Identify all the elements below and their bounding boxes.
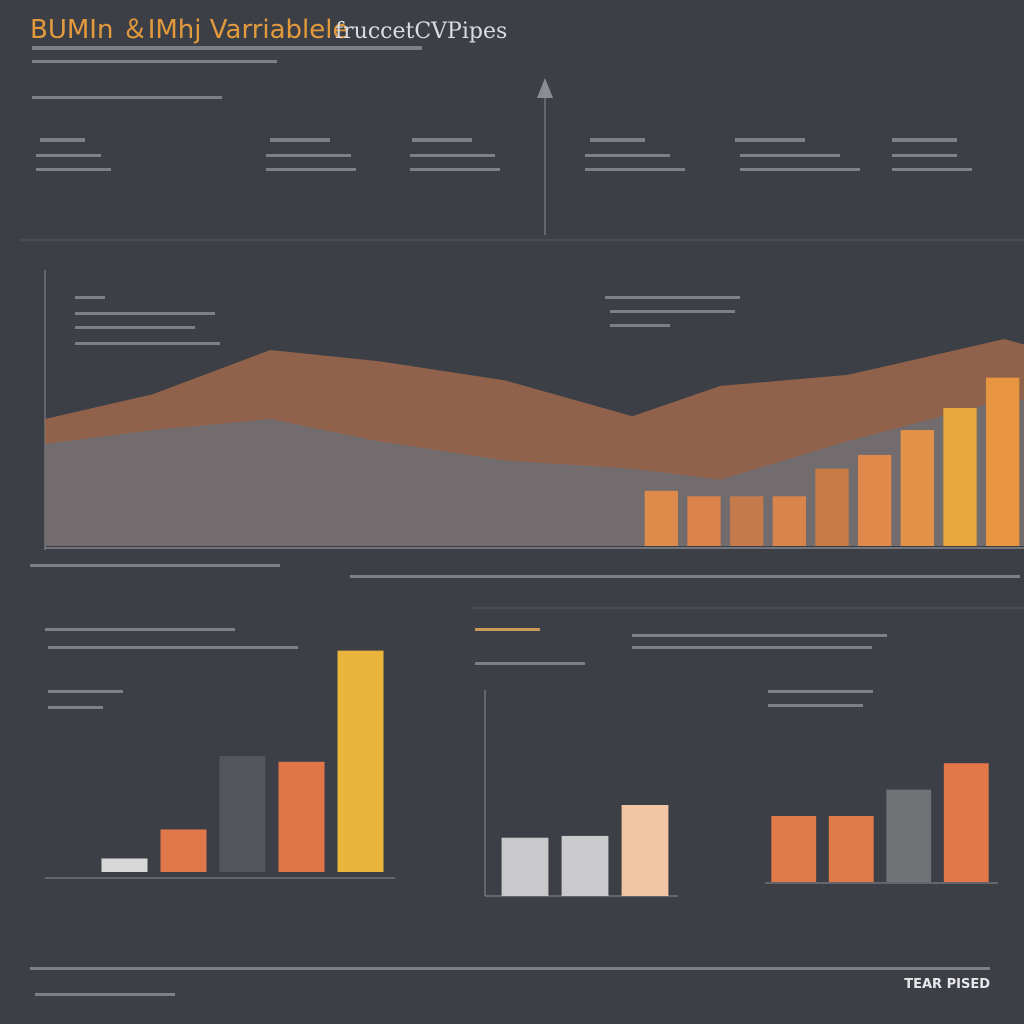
text-line [605,296,740,299]
bar [858,454,892,546]
text-line [266,168,356,171]
text-line [30,564,280,567]
text-line [48,690,123,693]
bar [815,468,849,546]
text-line [75,342,220,345]
text-line [585,168,685,171]
text-line [40,138,85,142]
text-line [32,60,277,63]
text-line [48,706,103,709]
text-line [735,138,805,142]
bar [278,761,325,872]
text-line [410,168,500,171]
title-sub: fruccetCVPipes [335,19,507,44]
footer-brand: TEAR PISED [904,977,990,992]
text-line [610,324,670,327]
bar [101,858,148,872]
text-line [632,646,872,649]
text-line [768,704,863,707]
text-line [892,168,972,171]
bar [621,805,669,896]
text-line [632,634,887,637]
text-line [410,154,495,157]
bar [561,835,609,896]
text-line [270,138,330,142]
text-line [475,662,585,665]
text-line [266,154,351,157]
text-line [36,154,101,157]
bar [986,377,1020,546]
text-line [75,296,105,299]
bar [337,650,384,872]
text-line [475,628,540,631]
bar [886,789,932,882]
decoration [20,78,1024,897]
text-line [892,138,957,142]
bar [730,496,764,546]
text-line [585,154,670,157]
text-line [48,646,298,649]
bar [771,816,817,882]
text-line [30,967,990,970]
bar [943,763,989,882]
bar [828,816,874,882]
text-line [36,168,111,171]
bar [644,490,678,546]
text-line [740,168,860,171]
bar [772,496,806,546]
bar [160,829,207,872]
text-line [412,138,472,142]
placeholder-text [30,46,1020,996]
text-line [892,154,957,157]
title-main: BUMIn ＆IMhj Varriablele [30,15,349,45]
text-line [350,575,1020,578]
bar [943,408,977,546]
text-line [610,310,735,313]
text-line [75,326,195,329]
text-line [740,154,840,157]
arrow-head [537,78,553,98]
text-line [32,96,222,99]
text-line [32,46,422,50]
bar [501,837,549,896]
bar [687,496,721,546]
text-line [35,993,175,996]
bar [900,430,934,546]
text-line [590,138,645,142]
text-line [768,690,873,693]
text-line [75,312,215,315]
text-line [45,628,235,631]
bar [219,756,266,872]
